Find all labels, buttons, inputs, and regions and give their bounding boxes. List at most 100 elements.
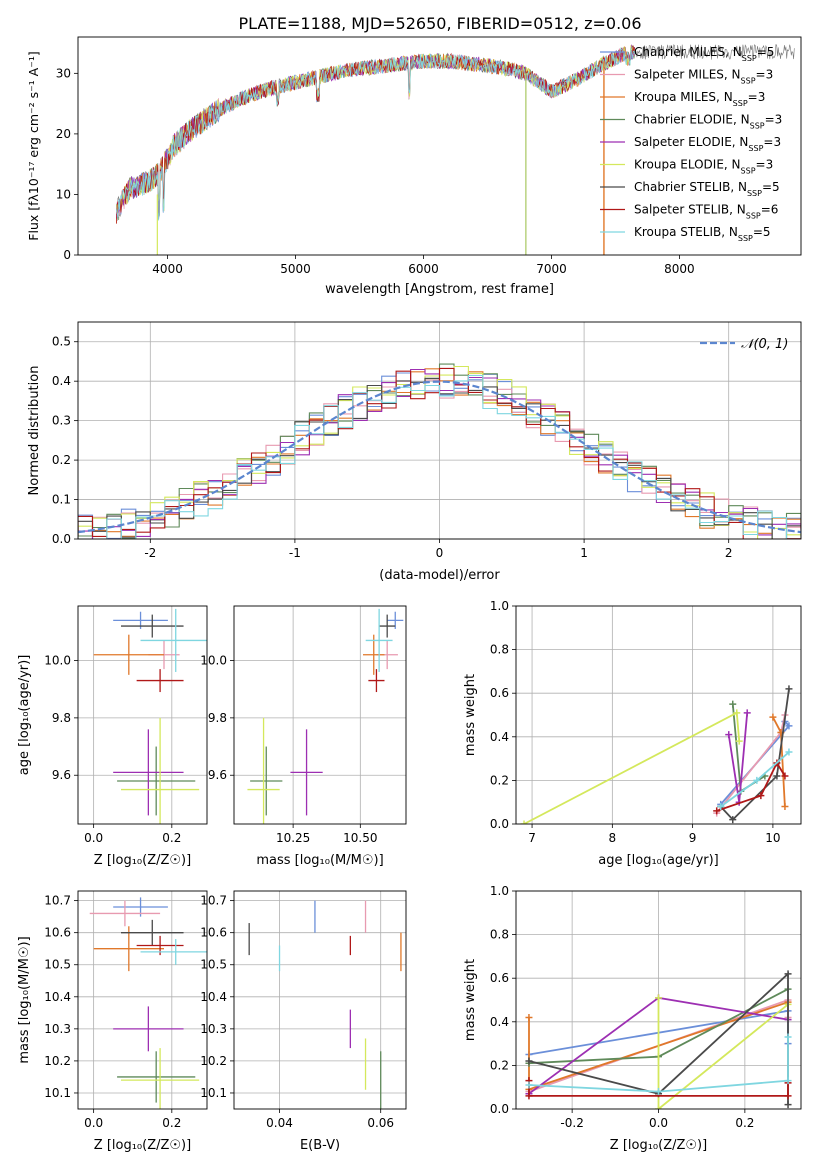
x-axis-label: (data-model)/error bbox=[379, 568, 500, 583]
panel-mass_vs_ebv: 0.04 0.06 10.1 10.2 10.3 10.4 10.5 10.6 10.7 E(B-… bbox=[200, 890, 407, 1153]
y-tick-label: 10.3 bbox=[200, 1022, 227, 1036]
x-tick-label: 0.04 bbox=[266, 1116, 293, 1130]
legend-entry: Salpeter STELIB, NSSP=6 bbox=[634, 203, 778, 221]
legend-sub: SSP bbox=[750, 121, 765, 130]
weight-marker bbox=[753, 776, 761, 784]
legend-value: =5 bbox=[757, 45, 775, 59]
y-tick-label: 0.4 bbox=[490, 730, 509, 744]
errorbar-point bbox=[113, 1006, 184, 1052]
axes-frame bbox=[233, 890, 407, 1110]
plot-area bbox=[78, 363, 801, 539]
x-tick-label: -2 bbox=[144, 546, 156, 560]
legend-name: Salpeter ELODIE, bbox=[634, 135, 739, 149]
errorbars bbox=[93, 608, 207, 824]
x-tick-label: 0 bbox=[436, 546, 444, 560]
weight-marker bbox=[784, 1077, 792, 1085]
weight-marker bbox=[785, 722, 793, 730]
legend-sub: SSP bbox=[742, 54, 757, 63]
legend-n: N bbox=[729, 225, 738, 239]
y-tick-label: 10.4 bbox=[44, 990, 71, 1004]
legend-name: Chabrier MILES, bbox=[634, 45, 733, 59]
legend-entry: Kroupa ELODIE, NSSP=3 bbox=[634, 158, 773, 176]
plot-area bbox=[89, 897, 207, 1109]
errorbar-point bbox=[140, 608, 207, 672]
axes-frame bbox=[77, 321, 802, 540]
legend-entry: Chabrier ELODIE, NSSP=3 bbox=[634, 113, 782, 131]
x-tick-label: 0.2 bbox=[735, 1116, 754, 1130]
errorbar-point bbox=[121, 614, 184, 638]
legend-n: N bbox=[733, 45, 742, 59]
x-tick-label: 5000 bbox=[280, 262, 311, 276]
errorbars bbox=[247, 608, 404, 824]
legend-entry: Chabrier STELIB, NSSP=5 bbox=[634, 180, 780, 198]
errorbar-point bbox=[93, 634, 164, 675]
y-tick-label: 0.0 bbox=[490, 1102, 509, 1116]
plot-area bbox=[248, 900, 402, 1109]
y-tick-label: 0 bbox=[63, 248, 71, 262]
x-tick-label: 10.25 bbox=[276, 831, 310, 845]
axes-frame bbox=[77, 890, 208, 1110]
x-tick-label: 1 bbox=[580, 546, 588, 560]
x-tick-label: 0.0 bbox=[84, 831, 103, 845]
axes-frame bbox=[515, 890, 802, 1110]
legend-name: Salpeter STELIB, bbox=[634, 203, 737, 217]
y-tick-label: 0.2 bbox=[490, 773, 509, 787]
panel-weight_vs_age: 7 8 9 10 0.0 0.2 0.4 0.6 0.8 1.0 age [log₁₀(age/yr… bbox=[463, 599, 802, 868]
x-axis-label: Z [log₁₀(Z/Z☉)] bbox=[610, 1138, 707, 1153]
errorbars bbox=[248, 900, 402, 1109]
errorbar-point bbox=[117, 1051, 196, 1103]
weight-marker bbox=[781, 772, 789, 780]
legend-entry: Kroupa STELIB, NSSP=5 bbox=[634, 225, 771, 243]
panel-age_vs_Z: 0.0 0.2 9.6 9.8 10.0 Z [log₁₀(Z/Z☉)] age [log₁… bbox=[17, 605, 208, 868]
errorbar-point bbox=[290, 729, 323, 816]
y-tick-label: 9.8 bbox=[52, 711, 71, 725]
y-tick-label: 10.6 bbox=[44, 926, 71, 940]
weight-marker bbox=[785, 685, 793, 693]
figure-title: PLATE=1188, MJD=52650, FIBERID=0512, z=0… bbox=[238, 14, 641, 33]
weight-marker bbox=[743, 709, 751, 717]
weight-marker bbox=[725, 731, 733, 739]
legend-entry: Kroupa MILES, NSSP=3 bbox=[634, 90, 765, 108]
errorbar-point bbox=[121, 717, 200, 824]
y-tick-label: 10.1 bbox=[44, 1086, 71, 1100]
y-tick-label: 0.2 bbox=[490, 1058, 509, 1072]
y-tick-label: 0.8 bbox=[490, 928, 509, 942]
y-tick-label: 9.8 bbox=[208, 711, 227, 725]
y-tick-label: 10.7 bbox=[200, 894, 227, 908]
y-tick-label: 0.5 bbox=[52, 335, 71, 349]
y-axis-label: Flux [fλ10⁻¹⁷ erg cm⁻² s⁻¹ A⁻¹] bbox=[26, 51, 41, 240]
errorbar-point bbox=[365, 608, 393, 672]
weight-marker bbox=[713, 807, 721, 815]
histogram-step bbox=[78, 374, 801, 539]
plot-area bbox=[520, 685, 793, 824]
y-tick-label: 1.0 bbox=[490, 884, 509, 898]
y-tick-label: 0.6 bbox=[490, 971, 509, 985]
weight-marker bbox=[717, 803, 725, 811]
x-axis-label: E(B-V) bbox=[300, 1138, 340, 1153]
x-tick-label: 7 bbox=[528, 831, 536, 845]
weight-marker bbox=[729, 816, 737, 824]
legend-value: =5 bbox=[762, 180, 780, 194]
weight-marker bbox=[785, 748, 793, 756]
errorbar-point bbox=[250, 746, 283, 816]
plot-area bbox=[247, 608, 404, 824]
weight-marker bbox=[757, 792, 765, 800]
legend-n: N bbox=[737, 203, 746, 217]
legend-sub: SSP bbox=[741, 166, 756, 175]
legend-sub: SSP bbox=[741, 76, 756, 85]
errorbar-point bbox=[247, 717, 280, 824]
legend-entry: Salpeter ELODIE, NSSP=3 bbox=[634, 135, 781, 153]
legend-n: N bbox=[741, 113, 750, 127]
weight-lines bbox=[525, 970, 792, 1109]
weight-line bbox=[523, 711, 741, 824]
weight-marker bbox=[525, 1013, 533, 1021]
legend-n: N bbox=[732, 158, 741, 172]
weight-marker bbox=[655, 994, 662, 1002]
y-tick-label: 0.3 bbox=[52, 414, 71, 428]
weight-marker bbox=[784, 1033, 792, 1041]
errorbar-point bbox=[93, 926, 164, 972]
legend-name: Kroupa MILES, bbox=[634, 90, 724, 104]
legend-sub: SSP bbox=[747, 189, 762, 198]
